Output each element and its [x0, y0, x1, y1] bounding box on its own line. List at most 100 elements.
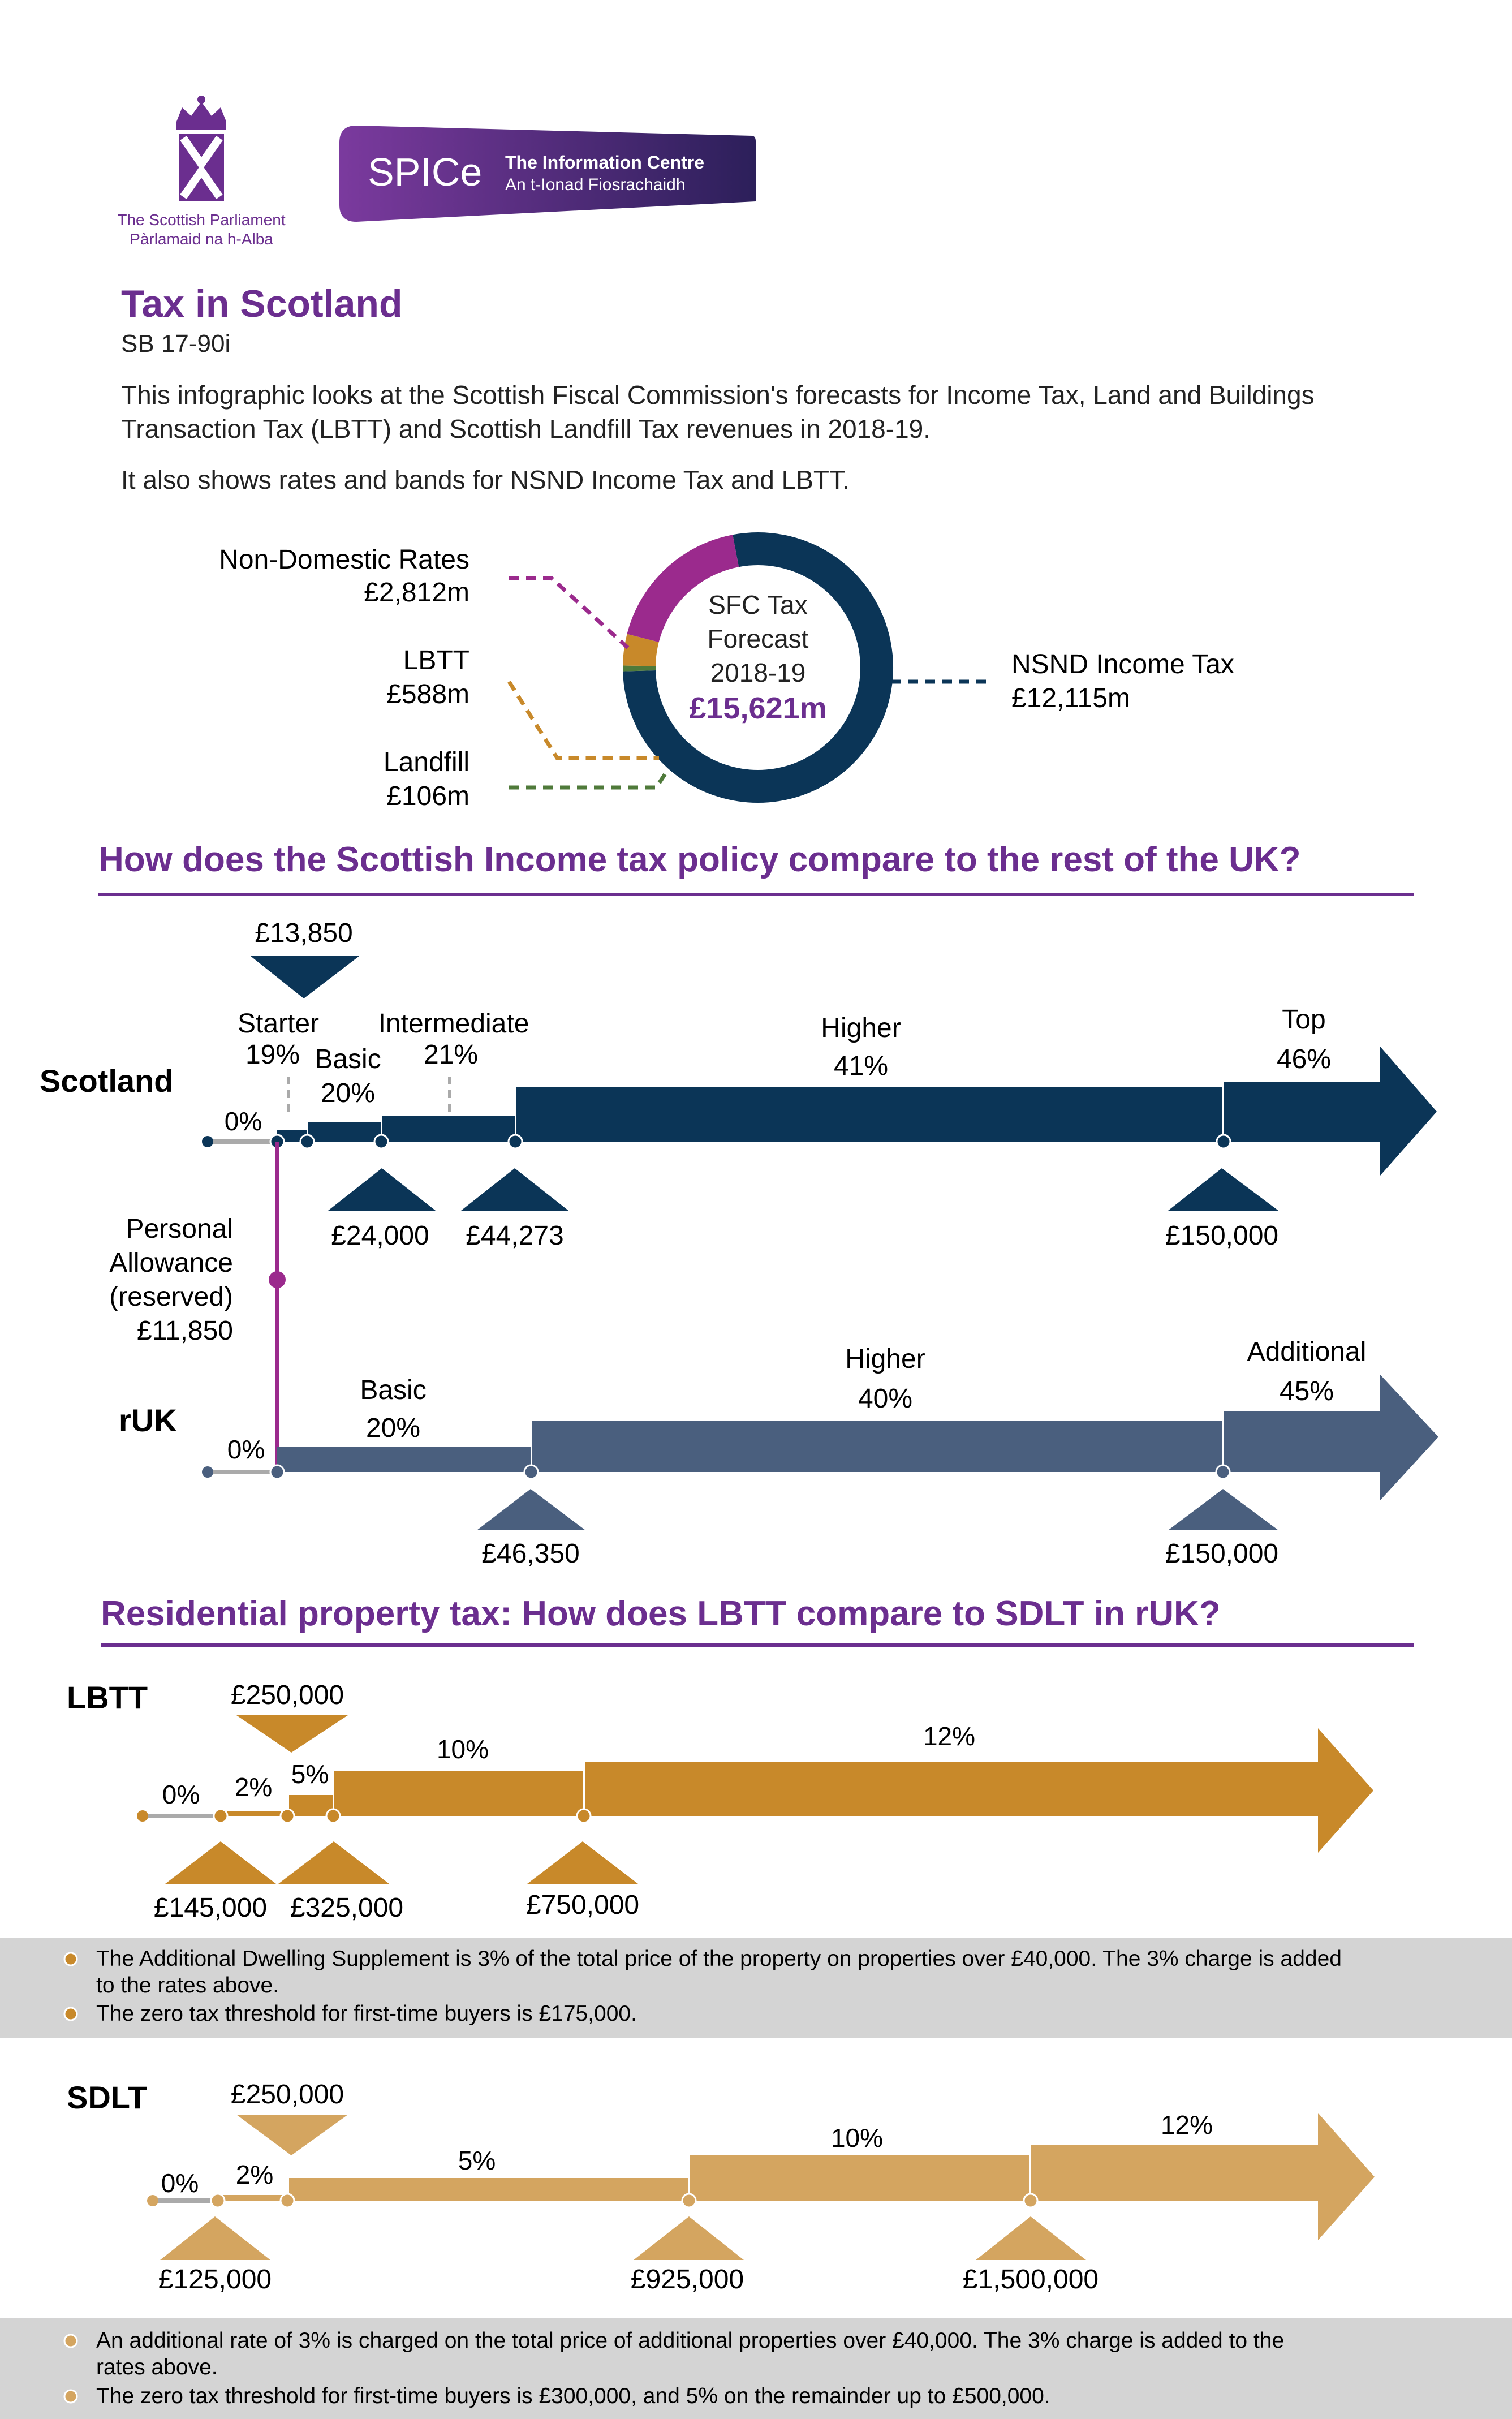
personal-allowance-value: £11,850	[137, 1316, 233, 1346]
spice-logo: SPICe The Information Centre An t-Ionad …	[339, 126, 756, 222]
ruk-band-basic-name: Basic	[360, 1375, 426, 1405]
threshold-marker-24000	[328, 1168, 436, 1211]
page-title: Tax in Scotland	[121, 282, 402, 325]
document-reference: SB 17-90i	[121, 330, 230, 358]
scotland-threshold-24000: £24,000	[331, 1221, 429, 1251]
scotland-band-starter-name: Starter	[238, 1009, 319, 1039]
personal-allowance-line-1: Personal	[126, 1214, 233, 1244]
scotland-top-threshold: £13,850	[255, 918, 353, 948]
threshold-marker-ruk-150000	[1168, 1489, 1278, 1530]
lbtt-rate-0: 0%	[162, 1780, 200, 1809]
lbtt-threshold-750000: £750,000	[526, 1890, 639, 1920]
donut-segment-lbtt	[623, 634, 659, 666]
threshold-marker-150000	[1168, 1168, 1278, 1211]
lbtt-note-bullet-2	[63, 2007, 78, 2021]
sdlt-bar	[147, 2113, 1375, 2240]
scotland-band-top-name: Top	[1282, 1005, 1325, 1035]
sdlt-rate-12: 12%	[1161, 2110, 1213, 2140]
sdlt-bar-10	[690, 2155, 1029, 2201]
landfill-value: £106m	[386, 781, 469, 811]
lbtt-bar-5	[289, 1795, 333, 1816]
lbtt-marker-750000	[527, 1841, 638, 1884]
lbtt-value: £588m	[386, 679, 469, 709]
lbtt-rate-5: 5%	[291, 1759, 329, 1789]
intro-line-1: This infographic looks at the Scottish F…	[121, 380, 1315, 410]
scotland-threshold-44273: £44,273	[466, 1221, 564, 1251]
sdlt-threshold-1500000: £1,500,000	[963, 2265, 1099, 2295]
scotland-bar-starter	[277, 1130, 307, 1142]
sdlt-bar-arrowhead	[1318, 2113, 1375, 2240]
lbtt-marker-250000	[236, 1715, 348, 1753]
ruk-bar	[202, 1375, 1438, 1500]
ruk-threshold-46350: £46,350	[481, 1539, 580, 1569]
donut-center-total: £15,621m	[689, 691, 826, 725]
ruk-band-basic-rate: 20%	[366, 1413, 420, 1443]
property-section-rule	[101, 1643, 1414, 1647]
donut-segment-nsnd-income-tax	[623, 532, 893, 803]
sdlt-rate-5: 5%	[458, 2146, 496, 2175]
lbtt-note-2: The zero tax threshold for first-time bu…	[96, 2002, 637, 2026]
sdlt-note-bullet-2	[63, 2389, 78, 2404]
scotland-bar-top	[1224, 1082, 1382, 1142]
ruk-band-higher-name: Higher	[845, 1344, 925, 1374]
personal-allowance-dot	[269, 1271, 286, 1288]
scotland-band-top-rate: 46%	[1277, 1044, 1331, 1074]
lbtt-marker-325000	[278, 1841, 389, 1884]
donut-center-line-3: 2018-19	[710, 658, 806, 687]
sdlt-note-1-line-2: rates above.	[96, 2355, 218, 2379]
parliament-name-en: The Scottish Parliament	[117, 211, 285, 229]
sdlt-bar-12	[1031, 2145, 1320, 2201]
leader-lbtt	[507, 681, 659, 760]
scotland-band-basic-rate: 20%	[321, 1078, 375, 1108]
sdlt-row-label: SDLT	[67, 2080, 147, 2115]
ruk-row-label: rUK	[119, 1402, 177, 1438]
sdlt-marker-925000	[634, 2216, 744, 2260]
lbtt-rate-12: 12%	[923, 1721, 975, 1751]
lbtt-marker-145000	[165, 1841, 276, 1884]
scotland-bar-intermediate	[382, 1116, 515, 1142]
leader-landfill	[509, 769, 669, 790]
scotland-band-starter-rate: 19%	[245, 1040, 300, 1070]
lbtt-rate-2: 2%	[235, 1772, 272, 1802]
leader-ndr	[509, 576, 630, 649]
lbtt-bar	[137, 1728, 1373, 1853]
lbtt-rate-10: 10%	[437, 1734, 489, 1764]
landfill-label: Landfill	[384, 747, 469, 777]
sdlt-notes-box	[0, 2318, 1512, 2419]
lbtt-threshold-145000: £145,000	[154, 1893, 267, 1923]
scotland-threshold-150000: £150,000	[1165, 1221, 1278, 1251]
income-section-heading: How does the Scottish Income tax policy …	[98, 840, 1301, 879]
intro-line-2: Transaction Tax (LBTT) and Scottish Land…	[121, 414, 931, 444]
scotland-bar-basic	[308, 1122, 381, 1142]
property-section-heading: Residential property tax: How does LBTT …	[101, 1594, 1221, 1633]
sdlt-threshold-925000: £925,000	[631, 2265, 744, 2295]
income-tax-value: £12,115m	[1011, 683, 1130, 713]
ruk-bar-basic	[277, 1447, 531, 1472]
sdlt-rate-0: 0%	[161, 2168, 199, 2198]
scottish-parliament-logo: The Scottish Parliament Pàrlamaid na h-A…	[117, 96, 286, 248]
forecast-donut	[622, 532, 893, 803]
sdlt-marker-125000	[160, 2216, 270, 2260]
ruk-bar-higher	[532, 1421, 1222, 1472]
sdlt-marker-250000	[236, 2115, 348, 2155]
lbtt-row-label: LBTT	[67, 1680, 148, 1715]
ruk-band-higher-rate: 40%	[858, 1384, 912, 1414]
sdlt-bar-5	[289, 2178, 688, 2201]
lbtt-note-1-line-1: The Additional Dwelling Supplement is 3%…	[96, 1947, 1342, 1971]
income-tax-label: NSND Income Tax	[1011, 649, 1234, 679]
personal-allowance-line-2: Allowance	[109, 1248, 233, 1278]
lbtt-threshold-325000: £325,000	[290, 1893, 403, 1923]
scotland-band-higher-name: Higher	[821, 1013, 901, 1043]
scotland-band-intermediate-name: Intermediate	[378, 1009, 529, 1039]
scotland-bar-higher	[516, 1087, 1222, 1142]
scotland-zero-rate: 0%	[225, 1107, 262, 1136]
donut-center-line-2: Forecast	[708, 624, 809, 653]
ruk-bar-arrowhead	[1380, 1375, 1438, 1500]
intro-line-3: It also shows rates and bands for NSND I…	[121, 465, 850, 494]
spice-wordmark: SPICe	[368, 150, 482, 194]
ndr-label: Non-Domestic Rates	[219, 545, 469, 575]
scotland-bar-arrowhead	[1380, 1047, 1437, 1176]
lbtt-bar-10	[334, 1771, 583, 1816]
lbtt-note-bullet-1	[63, 1952, 78, 1966]
